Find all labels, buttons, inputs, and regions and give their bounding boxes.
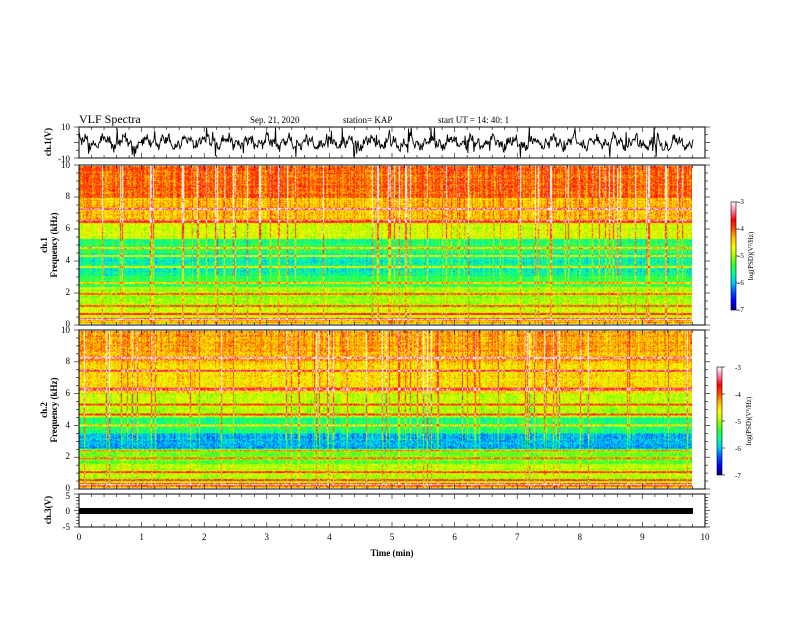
station-label: station= KAP	[343, 115, 392, 125]
spec1-ylabel-frequency: Frequency (kHz)	[49, 212, 59, 277]
spec2-ytick-0: 0	[66, 483, 71, 493]
cb1-tick-m6: -6	[738, 279, 744, 287]
ch1-axis-ticks	[74, 126, 710, 159]
cb2-tick-m5: -5	[735, 418, 741, 426]
spec1-ytick-4: 4	[66, 255, 71, 265]
cb1-tick-m5: -5	[738, 252, 744, 260]
xtick-10: 10	[701, 532, 711, 542]
ch3-waveform-panel: 5 0 -5 ch.3(V) 0 1 2 3 4 5 6 7 8 9 10 Ti…	[43, 491, 710, 558]
cb2-label: log(PSD)(V²/Hz)	[745, 396, 753, 445]
ch2-spectrogram-image	[79, 331, 692, 488]
ch2-colorbar-ticks	[722, 366, 725, 476]
ch1-spectrogram-panel: 0 2 4 6 8 10 ch.1 Frequency (kHz) -3 -4 …	[39, 160, 755, 329]
spec2-ylabel-channel: ch.2	[39, 402, 49, 418]
spec2-ylabel-frequency: Frequency (kHz)	[49, 377, 59, 442]
spec1-ytick-10: 10	[61, 160, 71, 170]
xtick-1: 1	[139, 532, 144, 542]
ch1-ytick-bottom: -10	[58, 154, 70, 164]
cb1-tick-m7: -7	[738, 306, 744, 314]
ch1-colorbar	[730, 201, 737, 311]
ch2-spectrogram-ticks	[74, 329, 710, 490]
spec1-ytick-6: 6	[66, 223, 71, 233]
spec2-ytick-8: 8	[66, 356, 71, 366]
spec1-ytick-2: 2	[66, 287, 71, 297]
cb1-label: log(PSD)(V²/Hz)	[747, 231, 755, 280]
ch3-ylabel: ch.3(V)	[43, 496, 53, 524]
date-label: Sep. 21, 2020	[250, 115, 300, 125]
cb2-tick-m6: -6	[735, 445, 741, 453]
spec1-ylabel-channel: ch.1	[39, 237, 49, 253]
xtick-3: 3	[265, 532, 270, 542]
xtick-2: 2	[202, 532, 207, 542]
xtick-8: 8	[578, 532, 583, 542]
xtick-7: 7	[515, 532, 520, 542]
spec2-ytick-4: 4	[66, 420, 71, 430]
cb1-tick-m4: -4	[738, 225, 744, 233]
xtick-0: 0	[77, 532, 82, 542]
ch1-ytick-top: 10	[61, 122, 71, 132]
start-time-label: start UT = 14: 40: 1	[438, 115, 509, 125]
ch3-ytick-m5: -5	[63, 522, 71, 532]
ch3-ytick-0: 0	[66, 506, 71, 516]
ch1-colorbar-ticks	[736, 201, 739, 311]
ch3-waveform-band	[79, 508, 693, 514]
xtick-4: 4	[327, 532, 332, 542]
ch1-waveform-line	[78, 127, 694, 158]
cb2-tick-m7: -7	[735, 472, 741, 480]
xtick-6: 6	[452, 532, 457, 542]
ch2-spectrogram-panel: 0 2 4 6 8 10 ch.2 Frequency (kHz) -3 -4 …	[39, 325, 753, 493]
xtick-9: 9	[640, 532, 645, 542]
spec1-ytick-0: 0	[66, 319, 71, 329]
x-axis-label: Time (min)	[370, 548, 413, 558]
ch1-spectrogram-image	[79, 166, 692, 324]
spec2-ytick-2: 2	[66, 451, 71, 461]
cb1-tick-m3: -3	[738, 198, 744, 206]
ch3-ytick-5: 5	[66, 491, 71, 501]
cb2-tick-m4: -4	[735, 391, 741, 399]
cb2-tick-m3: -3	[735, 364, 741, 372]
figure-title: VLF Spectra	[79, 112, 141, 126]
ch2-colorbar	[716, 366, 723, 476]
spec2-ytick-6: 6	[66, 388, 71, 398]
ch1-waveform-panel: 10 -10 ch.1(V)	[43, 122, 710, 164]
spec1-ytick-8: 8	[66, 191, 71, 201]
ch1-spectrogram-ticks	[74, 164, 710, 326]
ch1-ylabel: ch.1(V)	[43, 128, 53, 156]
spec2-ytick-10: 10	[61, 325, 71, 335]
xtick-5: 5	[390, 532, 395, 542]
ch3-axis-ticks	[74, 493, 710, 528]
